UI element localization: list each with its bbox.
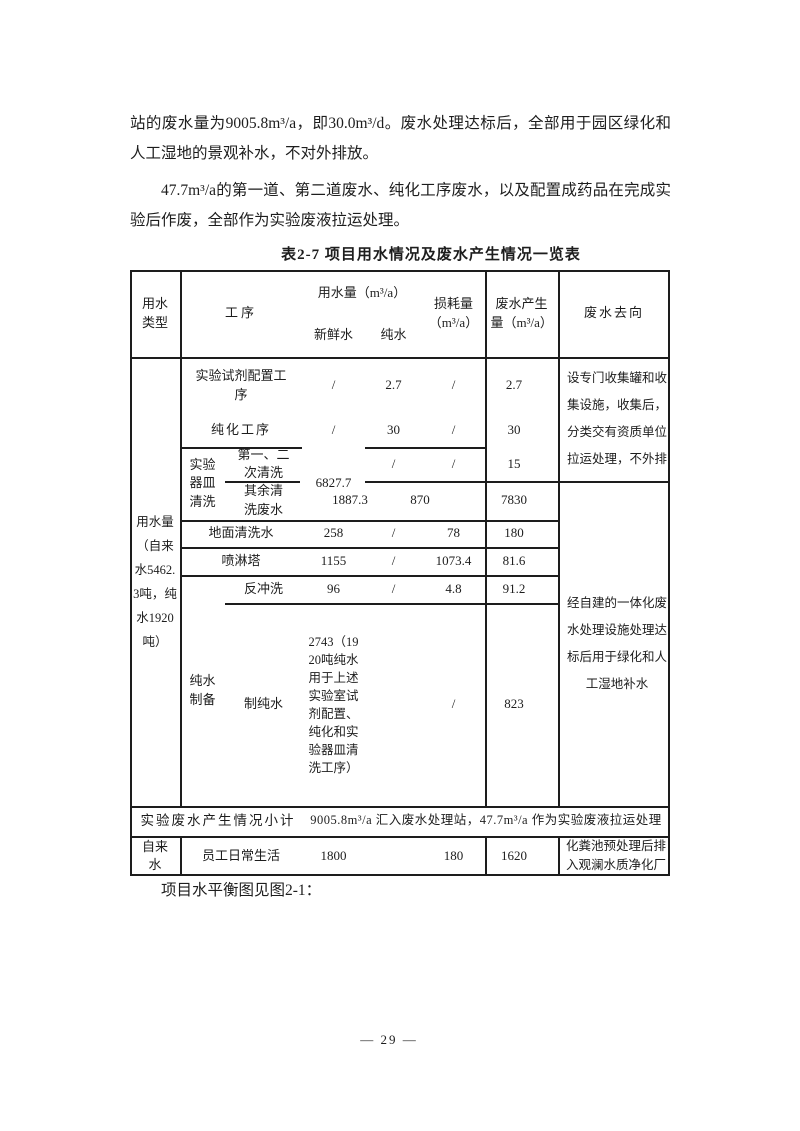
header-waste-output: 废水产生量（m³/a）	[490, 296, 553, 330]
header-loss: 损耗量（m³/a）	[428, 296, 479, 330]
cell-purification-loss: /	[451, 422, 456, 438]
cell-process-make-pure-water: 制纯水	[243, 696, 283, 712]
cell-process-staff-life: 员工日常生活	[201, 847, 280, 863]
cell-process-reagent: 实验试剂配置工序	[195, 368, 287, 402]
cell-reagent-fresh: /	[331, 377, 336, 393]
cell-other-wash-waste: 7830	[501, 492, 527, 508]
table-gridline	[558, 836, 560, 876]
table-gridline	[180, 270, 182, 806]
cell-purification-fresh: /	[331, 422, 336, 438]
header-usage: 用水量（m³/a）	[317, 284, 407, 300]
table-gridline	[485, 836, 487, 876]
cell-group-vessel-washing: 实验器皿清洗	[189, 457, 216, 509]
table-gridline	[558, 270, 560, 806]
cell-water-type-lab: 用水量（自来水5462.3吨，纯水1920吨）	[133, 514, 177, 649]
header-waste-destination: 废水去向	[583, 305, 644, 321]
cell-backwash-pure: /	[391, 580, 396, 596]
table-gridline	[225, 603, 558, 605]
header-water-type: 用水类型	[141, 296, 168, 330]
cell-vessel-wash-fresh-merged: 6827.7	[302, 447, 365, 520]
after-table-note: 项目水平衡图见图2-1：	[161, 882, 322, 899]
table-outer-border	[130, 270, 670, 876]
cell-staff-life-waste: 1620	[501, 847, 527, 863]
body-text: 站的废水量为9005.8m³/a，即30.0m³/d。废水处理达标后，全部用于园…	[130, 109, 671, 236]
cell-floor-wash-waste: 180	[504, 525, 524, 541]
cell-spray-tower-fresh: 1155	[320, 552, 347, 568]
cell-staff-life-destination: 化粪池预处理后排入观澜水质净化厂	[565, 839, 666, 872]
cell-first-second-wash-loss: /	[451, 455, 456, 471]
cell-spray-tower-waste: 81.6	[502, 552, 526, 568]
cell-purification-pure: 30	[387, 422, 400, 438]
cell-process-purification: 纯化工序	[210, 422, 271, 438]
table-gridline	[130, 357, 670, 359]
cell-process-floor-wash: 地面清洗水	[208, 525, 274, 541]
table-gridline	[180, 575, 558, 577]
table-gridline	[130, 806, 670, 808]
paragraph: 站的废水量为9005.8m³/a，即30.0m³/d。废水处理达标后，全部用于园…	[130, 115, 671, 162]
table-gridline	[180, 836, 182, 876]
cell-spray-tower-loss: 1073.4	[435, 552, 472, 568]
cell-make-pure-water-waste: 823	[504, 696, 524, 712]
cell-water-type-tap: 自来水	[141, 838, 168, 872]
cell-purification-waste: 30	[507, 422, 521, 438]
water-usage-table: 用水类型 工序 用水量（m³/a） 新鲜水 纯水 损耗量（m³/a） 废水产生量…	[130, 270, 670, 876]
page-number: — 29 —	[360, 1032, 418, 1047]
cell-reagent-waste: 2.7	[505, 377, 523, 393]
cell-floor-wash-loss: 78	[447, 525, 460, 541]
header-pure-water: 纯水	[380, 326, 407, 342]
cell-process-spray-tower: 喷淋塔	[221, 552, 261, 568]
cell-process-first-second-wash: 第一、二次清洗	[237, 446, 290, 480]
cell-subtotal-label: 实验废水产生情况小计	[140, 812, 296, 828]
cell-destination-treated: 经自建的一体化废水处理设施处理达标后用于绿化和人工湿地补水	[566, 595, 667, 691]
cell-reagent-pure: 2.7	[385, 377, 402, 393]
cell-staff-life-loss: 180	[443, 847, 464, 863]
cell-make-pure-water-loss: /	[451, 696, 456, 712]
cell-destination-collected: 设专门收集罐和收集设施，收集后，分类交有资质单位拉运处理，不外排	[566, 371, 667, 466]
cell-floor-wash-fresh: 258	[323, 525, 344, 541]
table-gridline	[225, 481, 300, 483]
cell-group-pure-water-prep: 纯水制备	[189, 673, 216, 707]
header-fresh-water: 新鲜水	[313, 326, 353, 342]
cell-process-other-wash: 其余清洗废水	[243, 483, 283, 517]
table-gridline	[180, 520, 558, 522]
cell-staff-life-fresh: 1800	[320, 847, 347, 863]
table-gridline	[360, 481, 670, 483]
cell-spray-tower-pure: /	[391, 552, 396, 568]
cell-process-backwash: 反冲洗	[243, 580, 283, 596]
cell-first-second-wash-pure: /	[391, 455, 396, 471]
table-title: 表2-7 项目用水情况及废水产生情况一览表	[281, 247, 581, 263]
paragraph: 47.7m³/a的第一道、第二道废水、纯化工序废水，以及配置成药品在完成实验后作…	[130, 182, 671, 229]
cell-make-pure-water-fresh: 2743（1920吨纯水用于上述实验室试剂配置、纯化和实验器皿清洗工序）	[308, 634, 359, 775]
table-gridline	[130, 836, 670, 838]
cell-other-wash-loss: 870	[410, 492, 430, 508]
header-process: 工序	[224, 305, 257, 321]
cell-subtotal-value: 9005.8m³/a 汇入废水处理站，47.7m³/a 作为实验废液拉运处理	[310, 813, 662, 828]
cell-backwash-fresh: 96	[327, 580, 340, 596]
cell-other-wash-pure: 1887.3	[332, 492, 368, 508]
cell-floor-wash-pure: /	[391, 525, 396, 541]
cell-backwash-waste: 91.2	[502, 580, 526, 596]
table-gridline	[180, 547, 558, 549]
cell-backwash-loss: 4.8	[445, 580, 462, 596]
cell-reagent-loss: /	[451, 377, 456, 393]
table-gridline	[485, 270, 487, 806]
cell-first-second-wash-waste: 15	[507, 455, 521, 471]
